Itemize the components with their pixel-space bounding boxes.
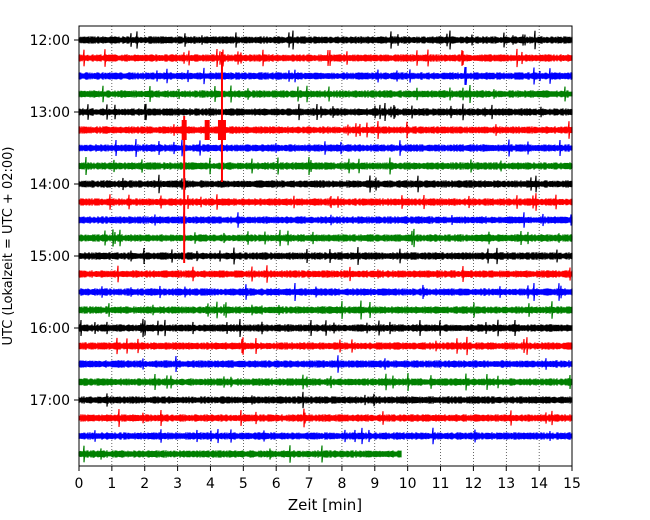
x-tick-label: 4	[206, 476, 215, 492]
seismic-trace	[78, 427, 573, 445]
x-axis: 0 1 2 3 4 5 6 7 8 9 10 11 12 13 14 15	[75, 466, 581, 492]
seismic-trace	[78, 174, 573, 194]
seismic-trace	[78, 30, 573, 50]
seismic-trace	[78, 121, 573, 139]
y-tick-label: 13:00	[30, 105, 70, 121]
seismic-trace	[78, 265, 573, 283]
seismic-trace	[78, 139, 573, 157]
seismic-trace	[78, 102, 573, 122]
x-tick-label: 5	[239, 476, 248, 492]
seismic-trace	[78, 282, 573, 302]
seismic-trace	[78, 247, 573, 265]
seismic-trace	[78, 48, 573, 68]
seismic-trace	[78, 211, 573, 229]
event-group	[181, 52, 226, 263]
plot-frame	[78, 25, 573, 467]
x-tick-label: 3	[173, 476, 182, 492]
x-tick-label: 2	[140, 476, 149, 492]
y-tick-label: 14:00	[30, 177, 70, 193]
seismic-event-burst	[217, 120, 226, 140]
x-tick-label: 10	[399, 476, 417, 492]
y-tick-label: 15:00	[30, 249, 70, 265]
seismic-event-burst	[204, 120, 210, 140]
y-axis: 12:00 13:00 14:00 15:00 16:00 17:00	[30, 33, 79, 409]
x-tick-label: 7	[305, 476, 314, 492]
y-tick-label: 12:00	[30, 33, 70, 49]
seismic-trace	[78, 228, 573, 248]
seismic-trace	[78, 84, 573, 104]
y-tick-label: 16:00	[30, 321, 70, 337]
seismic-trace	[78, 66, 573, 86]
seismic-trace	[78, 318, 573, 338]
seismic-trace	[78, 445, 402, 463]
x-axis-label: Zeit [min]	[288, 496, 362, 514]
seismic-trace	[78, 391, 573, 409]
x-tick-label: 15	[563, 476, 581, 492]
x-tick-label: 0	[75, 476, 84, 492]
x-tick-label: 9	[370, 476, 379, 492]
seismic-event-burst	[181, 120, 187, 140]
seismic-trace	[78, 408, 573, 428]
trace-group	[78, 30, 573, 463]
x-tick-label: 14	[530, 476, 548, 492]
seismic-trace	[78, 300, 573, 320]
x-tick-label: 13	[497, 476, 515, 492]
seismic-trace	[78, 193, 573, 211]
x-tick-label: 12	[464, 476, 482, 492]
seismic-trace	[78, 156, 573, 176]
y-axis-label: UTC (Lokalzeit = UTC + 02:00)	[1, 147, 16, 346]
x-tick-label: 11	[432, 476, 450, 492]
seismic-trace	[78, 355, 573, 373]
x-tick-label: 6	[272, 476, 281, 492]
seismic-trace	[78, 336, 573, 356]
x-tick-label: 8	[337, 476, 346, 492]
grid-lines	[111, 26, 540, 466]
x-tick-label: 1	[107, 476, 116, 492]
y-tick-label: 17:00	[30, 393, 70, 409]
seismic-trace	[78, 372, 573, 392]
